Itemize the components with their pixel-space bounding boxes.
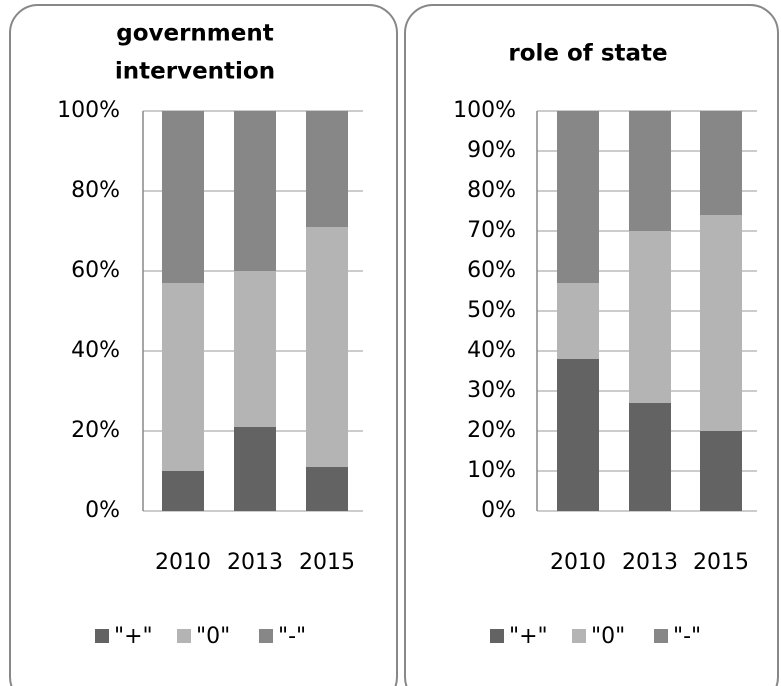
bar-segment (234, 111, 276, 271)
y-tick-label: 60% (467, 258, 516, 283)
legend-label: "-" (673, 624, 701, 649)
x-tick-label: 2010 (155, 550, 211, 575)
y-tick-label: 100% (57, 98, 120, 123)
bar-segment (306, 111, 348, 227)
legend-label: "-" (278, 624, 306, 649)
y-tick-label: 10% (467, 458, 516, 483)
x-tick-label: 2010 (550, 550, 606, 575)
legend-label: "0" (196, 624, 230, 649)
bar-segment (234, 427, 276, 511)
y-tick-label: 50% (467, 298, 516, 323)
y-tick-label: 40% (467, 338, 516, 363)
bar-segment (629, 403, 671, 511)
bar-segment (700, 111, 742, 215)
bar-segment (629, 231, 671, 403)
bar-segment (234, 271, 276, 427)
bar-segment (700, 431, 742, 511)
bar-segment (162, 111, 204, 283)
y-tick-label: 20% (71, 418, 120, 443)
y-tick-label: 0% (85, 498, 120, 523)
y-tick-label: 70% (467, 218, 516, 243)
bar-segment (557, 111, 599, 283)
y-tick-label: 40% (71, 338, 120, 363)
legend-swatch (177, 629, 191, 643)
chart-title: intervention (115, 59, 275, 85)
legend-swatch (572, 629, 586, 643)
y-tick-label: 60% (71, 258, 120, 283)
bar-segment (629, 111, 671, 231)
x-tick-label: 2013 (227, 550, 283, 575)
bar-segment (700, 215, 742, 431)
y-tick-label: 80% (71, 178, 120, 203)
legend-swatch (95, 629, 109, 643)
chart-title: government (116, 21, 274, 47)
x-tick-label: 2015 (693, 550, 749, 575)
bar-segment (557, 283, 599, 359)
x-tick-label: 2013 (622, 550, 678, 575)
legend-label: "+" (509, 624, 548, 649)
y-tick-label: 0% (481, 498, 516, 523)
bar-segment (162, 471, 204, 511)
y-tick-label: 30% (467, 378, 516, 403)
bar-segment (306, 467, 348, 511)
bar-segment (162, 283, 204, 471)
legend-label: "0" (591, 624, 625, 649)
legend-label: "+" (114, 624, 153, 649)
y-tick-label: 20% (467, 418, 516, 443)
chart-title: role of state (508, 41, 667, 67)
y-tick-label: 100% (453, 98, 516, 123)
y-tick-label: 90% (467, 138, 516, 163)
x-tick-label: 2015 (299, 550, 355, 575)
legend-swatch (259, 629, 273, 643)
bar-segment (306, 227, 348, 467)
bar-segment (557, 359, 599, 511)
legend-swatch (654, 629, 668, 643)
y-tick-label: 80% (467, 178, 516, 203)
legend-swatch (490, 629, 504, 643)
